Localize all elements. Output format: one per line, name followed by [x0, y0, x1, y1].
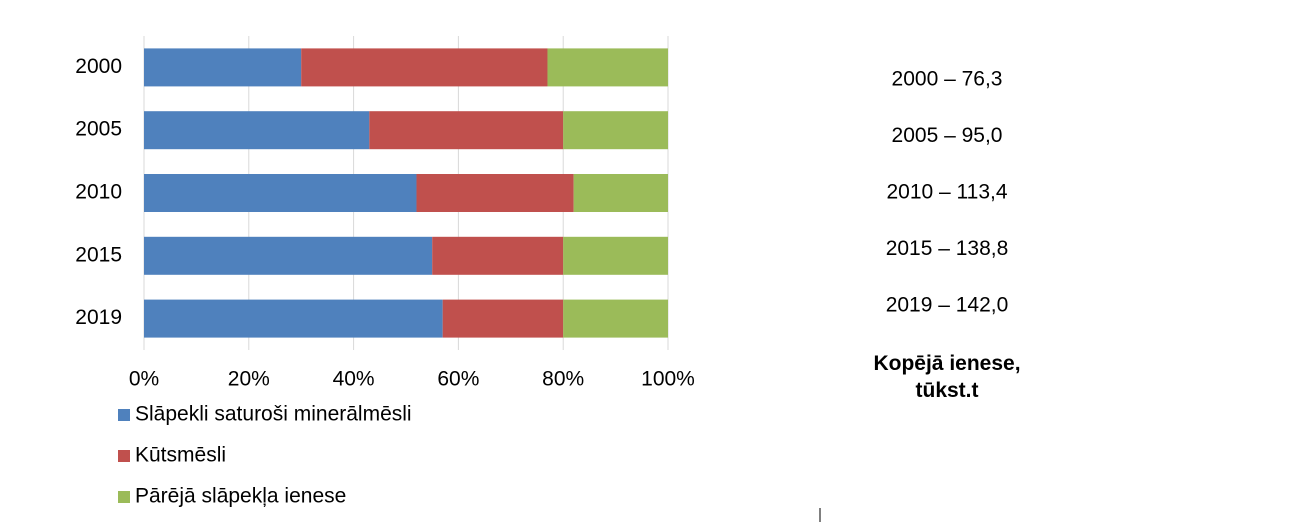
- annotation: 2000 – 76,3: [892, 68, 1003, 91]
- x-tick-label: 60%: [437, 368, 479, 391]
- bar-segment: [573, 174, 668, 212]
- bar-segment: [547, 48, 668, 87]
- y-tick-label: 2019: [75, 306, 122, 329]
- bar-segment: [563, 236, 668, 275]
- bar-segment: [369, 111, 564, 150]
- annotation: 2019 – 142,0: [886, 294, 1009, 317]
- y-tick-label: 2015: [75, 243, 122, 266]
- legend-label: Pārējā slāpekļa ienese: [135, 485, 346, 508]
- annotation: 2005 – 95,0: [892, 124, 1003, 147]
- annotation-title: Kopējā ienese, tūkst.t: [873, 352, 1021, 402]
- bar-segment: [144, 236, 433, 275]
- bar-segment: [144, 299, 443, 338]
- legend-swatch: [118, 491, 130, 503]
- annotation: 2010 – 113,4: [886, 181, 1007, 204]
- x-tick-label: 40%: [333, 368, 375, 391]
- bar-segment: [416, 174, 574, 212]
- y-tick-label: 2010: [75, 181, 122, 204]
- bar-segment: [563, 299, 668, 338]
- bar-segment: [144, 174, 417, 212]
- legend-label: Slāpekli saturoši minerālmēsli: [135, 403, 412, 426]
- bar-segment: [442, 299, 564, 338]
- x-tick-label: 0%: [129, 368, 159, 391]
- bar-segment: [432, 236, 564, 275]
- y-tick-label: 2005: [75, 118, 122, 141]
- bar-segment: [144, 111, 370, 150]
- legend-swatch: [118, 450, 130, 462]
- x-tick-label: 20%: [228, 368, 270, 391]
- bar-segment: [563, 111, 668, 150]
- x-tick-label: 80%: [542, 368, 584, 391]
- y-tick-label: 2000: [75, 55, 122, 78]
- legend-label: Kūtsmēsli: [135, 444, 226, 467]
- bar-segment: [301, 48, 548, 87]
- annotation: 2015 – 138,8: [886, 237, 1009, 260]
- legend-swatch: [118, 409, 130, 421]
- x-tick-label: 100%: [641, 368, 695, 391]
- bar-segment: [144, 48, 302, 87]
